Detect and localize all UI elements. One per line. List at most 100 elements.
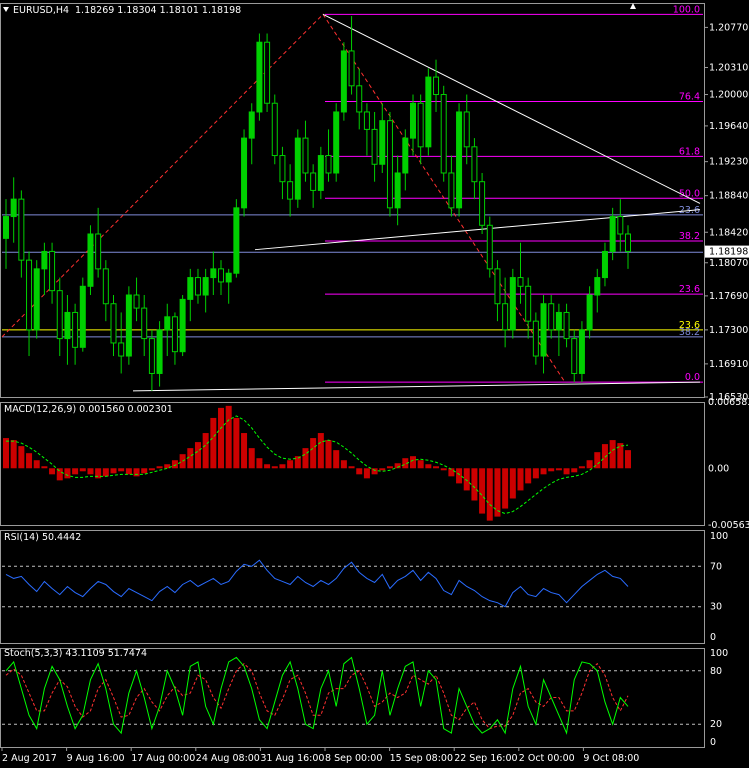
macd-bar [271,466,278,469]
price-tick-label: 1.19640 [709,121,748,132]
candle-body [141,307,148,340]
macd-bar [225,405,232,469]
stoch-axis-label: 80 [710,666,722,677]
candle-body [471,146,478,183]
candle-body [356,85,363,113]
time-tick-label: 22 Sep 16:00 [454,753,517,764]
candle-body [425,76,432,148]
candle-body [525,285,532,322]
candle-body [609,216,616,252]
price-tick-label: 1.16530 [709,392,748,403]
candle [87,225,94,296]
candle-body [601,250,608,279]
candle [256,33,263,121]
fib-level-label: 61.8 [679,146,700,157]
fib-level-label: 50.0 [679,188,700,199]
stoch-pane[interactable]: 100 80 20 0 [2,648,728,748]
candle [171,312,178,365]
macd-bar [49,468,56,475]
fib-level-label: 0.0 [685,372,700,383]
macd-bar [317,433,324,469]
candle-body [133,294,140,309]
macd-bar [241,433,248,469]
candle-body [548,303,555,331]
macd-bar [33,460,40,469]
macd-bar [171,460,178,469]
time-tick-label: 2 Aug 2017 [2,753,57,764]
macd-bar [594,452,601,469]
price-tick-label: 1.17690 [709,291,748,302]
candle-body [256,41,263,113]
candle-body [555,311,562,331]
candle [10,177,17,243]
candle-body [3,216,9,239]
candle [95,207,102,278]
candle-body [563,311,570,340]
macd-bar [18,446,25,469]
candle-body [294,137,301,200]
candle-body [218,268,225,283]
candle [33,260,40,339]
macd-bar [202,433,209,469]
macd-bar [471,468,478,501]
price-tick-label: 1.18840 [709,191,748,202]
macd-bar [348,466,355,469]
candle-body [18,198,25,261]
macd-bar [532,468,539,479]
candle [525,277,532,339]
price-tick-label: 1.17300 [709,325,748,336]
macd-bar [133,468,140,477]
candle-body [187,277,194,300]
macd-bar [448,468,455,477]
candle [164,303,171,357]
macd-bar [248,448,255,469]
candle-body [317,155,324,191]
candle-body [241,137,248,209]
candle [64,295,71,365]
macd-bar [578,466,585,469]
candle [494,260,501,322]
candle-body [371,128,378,165]
macd-bar [363,468,370,479]
price-tick-label: 1.19230 [709,157,748,168]
candle-body [26,259,33,331]
pane-border-rsi [0,530,705,644]
rsi-pane[interactable]: 100 70 30 0 [2,531,728,643]
candle-body [571,338,578,374]
candle-body [171,316,178,353]
candle-body [179,298,186,353]
candle-body [479,181,486,226]
price-pane[interactable]: 23.623.638.2100.076.461.850.038.223.60.0… [1,4,749,403]
symbol-label: EURUSD,H4 [13,5,69,16]
price-tick-label: 1.20000 [709,90,748,101]
candle [578,321,585,383]
candle [325,129,332,182]
candle [479,172,486,234]
ohlc-readout: 1.18269 1.18304 1.18101 1.18198 [75,5,241,16]
candle [56,277,63,357]
triangle-up-icon[interactable] [630,3,636,9]
price-tick-label: 1.20310 [709,63,748,74]
macd-pane[interactable]: 0.006583 0.00 -0.005634 [3,397,749,531]
macd-bar [509,468,516,499]
candle [394,155,401,226]
triangle-down-icon[interactable] [3,7,9,12]
macd-bar [26,453,33,469]
price-tick-label: 1.20770 [709,22,748,33]
macd-bar [394,463,401,469]
candle [540,295,547,374]
candle [625,225,631,269]
candle-body [532,320,539,357]
candle-body [56,290,63,340]
macd-axis-label: 0.006583 [708,397,749,408]
time-tick-label: 17 Aug 00:00 [131,753,195,764]
candle-body [617,216,624,235]
stoch-title: Stoch(5,3,3) 43.1109 51.7474 [4,648,147,659]
candle-body [578,329,585,374]
macd-bar [218,407,225,469]
candle [409,94,416,156]
candle-body [509,277,516,331]
candle [532,312,539,365]
candle-body [417,102,424,148]
